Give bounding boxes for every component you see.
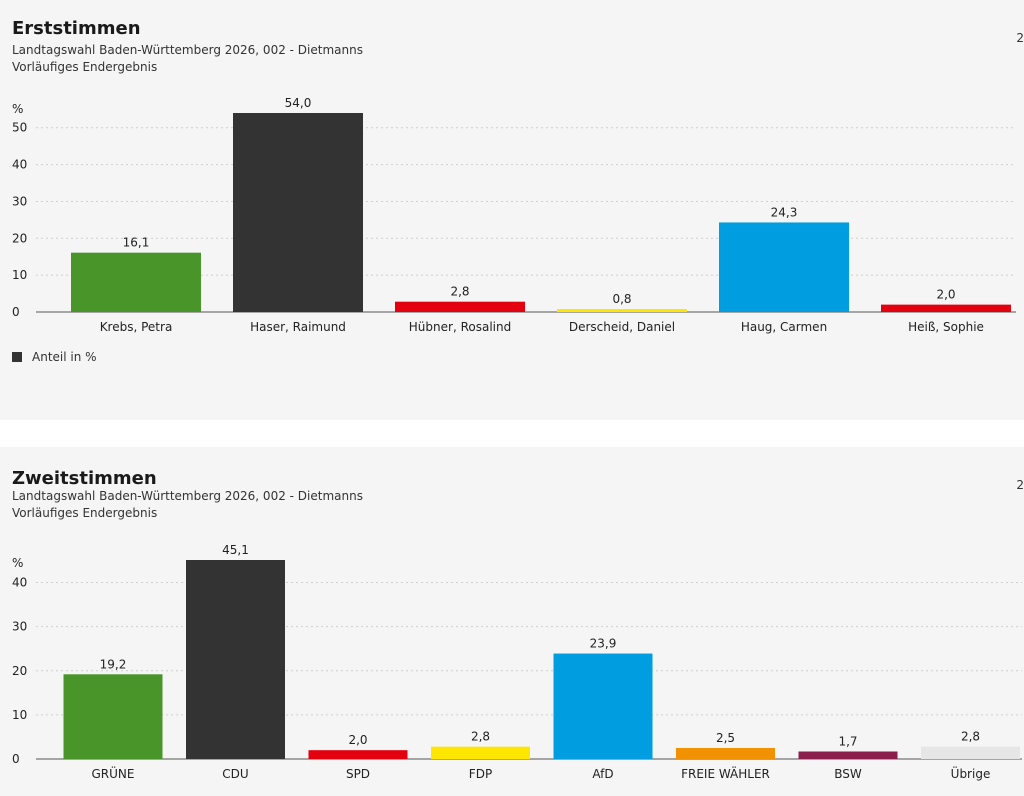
- y-tick-label: 10: [12, 708, 27, 722]
- x-tick-label: FDP: [469, 767, 492, 781]
- bar[interactable]: [308, 750, 408, 759]
- chart-subtitle-status: Vorläufiges Endergebnis: [12, 506, 158, 520]
- y-tick-label: 20: [12, 231, 27, 245]
- data-label: 16,1: [123, 236, 150, 250]
- data-label: 0,8: [612, 292, 631, 306]
- y-tick-label: 50: [12, 121, 27, 135]
- y-tick-label: 0: [12, 752, 20, 766]
- y-tick-label: 30: [12, 194, 27, 208]
- x-tick-label: Haser, Raimund: [250, 320, 346, 334]
- data-label: 2,8: [471, 730, 490, 744]
- y-tick-label: 10: [12, 268, 27, 282]
- x-tick-label: Krebs, Petra: [100, 320, 173, 334]
- y-tick-label: 40: [12, 158, 27, 172]
- data-label: 45,1: [222, 543, 249, 557]
- x-tick-label: GRÜNE: [92, 765, 135, 781]
- chart-subtitle-status: Vorläufiges Endergebnis: [12, 60, 158, 74]
- bar[interactable]: [395, 301, 525, 312]
- data-label: 2,0: [936, 288, 955, 302]
- x-tick-label: Derscheid, Daniel: [569, 320, 675, 334]
- bar[interactable]: [798, 751, 898, 759]
- bar[interactable]: [881, 304, 1011, 312]
- bar[interactable]: [676, 747, 775, 759]
- x-tick-label: FREIE WÄHLER: [681, 766, 770, 781]
- data-label: 19,2: [100, 657, 127, 671]
- data-label: 2,8: [961, 730, 980, 744]
- bar[interactable]: [186, 560, 285, 759]
- data-label: 1,7: [838, 734, 857, 748]
- bar[interactable]: [719, 222, 849, 312]
- y-axis-unit: %: [12, 556, 23, 570]
- chart-panel-erststimmen: Erststimmen Landtagswahl Baden-Württembe…: [12, 18, 1024, 364]
- bar[interactable]: [71, 252, 201, 312]
- bar[interactable]: [431, 746, 530, 759]
- data-label: 24,3: [771, 205, 798, 219]
- x-tick-label: Haug, Carmen: [741, 320, 827, 334]
- chart-zweitstimmen: % 0 10 20 30 40 19,2 GRÜNE 45,1 CDU 2,0 SPD 2,8 FDP 23…: [12, 543, 1022, 781]
- y-axis-unit: %: [12, 102, 23, 116]
- bar[interactable]: [557, 309, 687, 312]
- x-tick-label: Hübner, Rosalind: [409, 320, 511, 334]
- bar[interactable]: [553, 653, 653, 759]
- y-tick-label: 30: [12, 620, 27, 634]
- chart-erststimmen: % 0 10 20 30 40 50 16,1 Krebs, Petra 54,0 Haser, R…: [12, 96, 1016, 334]
- chart-title: Erststimmen: [12, 18, 141, 39]
- legend-swatch: [12, 352, 22, 362]
- x-tick-label: CDU: [222, 767, 248, 781]
- bar[interactable]: [63, 674, 163, 759]
- data-label: 2,0: [348, 733, 367, 747]
- data-label: 2,5: [716, 731, 735, 745]
- x-tick-label: BSW: [834, 767, 862, 781]
- chart-subtitle: Landtagswahl Baden-Württemberg 2026, 002…: [12, 489, 363, 503]
- legend: Anteil in %: [12, 350, 97, 364]
- corner-mark: 2: [1016, 31, 1024, 45]
- data-label: 23,9: [590, 637, 617, 651]
- chart-title: Zweitstimmen: [12, 468, 157, 489]
- corner-mark: 2: [1016, 478, 1024, 492]
- data-label: 2,8: [450, 285, 469, 299]
- x-tick-label: Übrige: [951, 765, 991, 781]
- x-tick-label: SPD: [346, 767, 370, 781]
- data-label: 54,0: [285, 96, 312, 110]
- y-tick-label: 40: [12, 576, 27, 590]
- x-tick-label: Heiß, Sophie: [908, 320, 984, 334]
- bar[interactable]: [921, 746, 1020, 759]
- chart-panel-zweitstimmen: Zweitstimmen Landtagswahl Baden-Württemb…: [0, 447, 1024, 796]
- x-tick-label: AfD: [592, 767, 613, 781]
- y-tick-label: 20: [12, 664, 27, 678]
- bar[interactable]: [233, 113, 363, 312]
- legend-label: Anteil in %: [32, 350, 97, 364]
- chart-subtitle: Landtagswahl Baden-Württemberg 2026, 002…: [12, 43, 363, 57]
- y-tick-label: 0: [12, 305, 20, 319]
